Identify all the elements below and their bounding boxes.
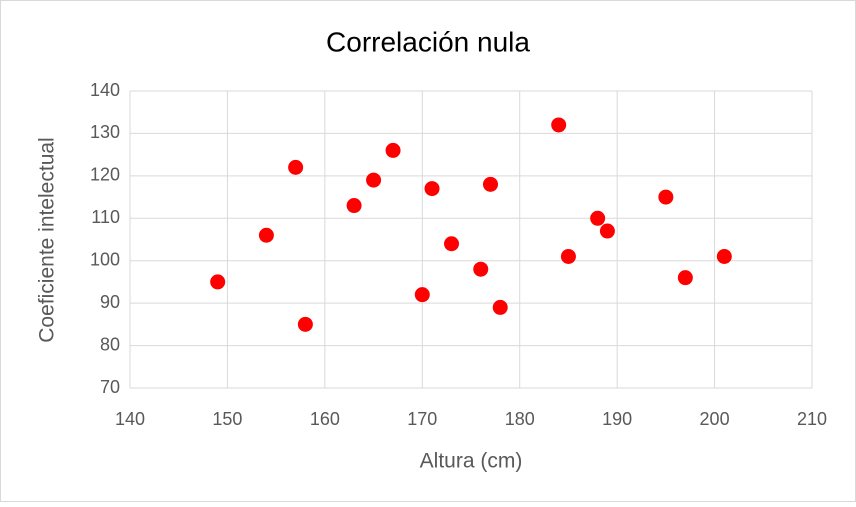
- point: [297, 316, 313, 332]
- chart-title: Correlación nula: [326, 26, 530, 57]
- point: [444, 236, 460, 252]
- point: [551, 117, 567, 133]
- point: [677, 270, 693, 286]
- y-tick-label: 70: [100, 377, 120, 397]
- point: [258, 227, 274, 243]
- x-tick-label: 140: [115, 409, 145, 429]
- x-tick-label: 170: [407, 409, 437, 429]
- point: [473, 261, 489, 277]
- y-axis-label: Coeficiente intelectual: [36, 137, 59, 342]
- point: [492, 299, 508, 315]
- point: [590, 210, 606, 226]
- point: [366, 172, 382, 188]
- point: [414, 287, 430, 303]
- point: [346, 198, 362, 214]
- point: [716, 248, 732, 264]
- point: [599, 223, 615, 239]
- y-tick-label: 130: [90, 122, 120, 142]
- y-tick-label: 120: [90, 165, 120, 185]
- y-tick-label: 140: [90, 80, 120, 100]
- point: [560, 248, 576, 264]
- point: [288, 159, 304, 175]
- point: [385, 142, 401, 158]
- x-tick-label: 160: [310, 409, 340, 429]
- x-axis-label: Altura (cm): [420, 450, 523, 473]
- point: [424, 181, 440, 197]
- x-tick-label: 190: [602, 409, 632, 429]
- point: [482, 176, 498, 192]
- x-tick-label: 150: [212, 409, 242, 429]
- y-tick-label: 100: [90, 249, 120, 269]
- point: [658, 189, 674, 205]
- y-tick-label: 90: [100, 292, 120, 312]
- x-tick-label: 210: [797, 409, 827, 429]
- y-tick-label: 110: [91, 207, 120, 227]
- y-tick-label: 80: [100, 334, 120, 354]
- point: [210, 274, 226, 290]
- x-tick-label: 200: [700, 409, 730, 429]
- x-tick-label: 180: [505, 409, 535, 429]
